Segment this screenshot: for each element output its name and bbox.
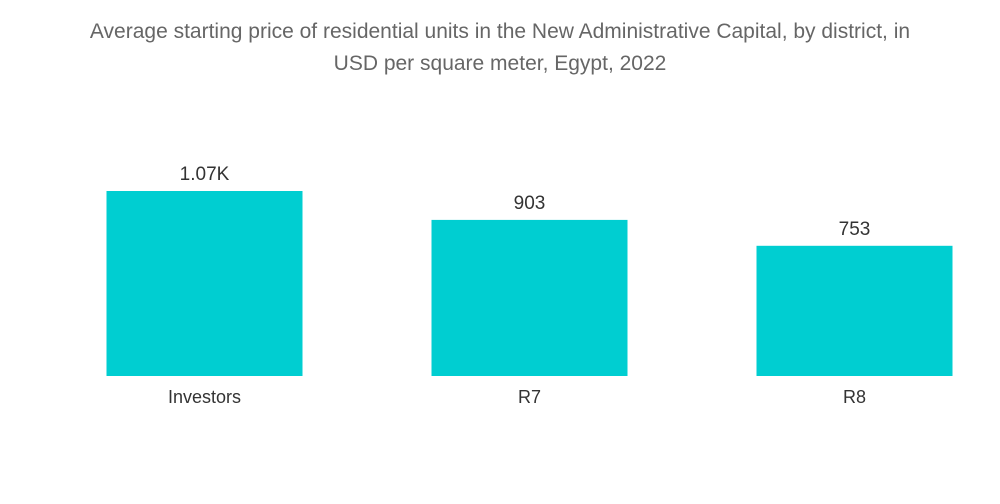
chart-title-line-1: Average starting price of residential un… xyxy=(89,20,911,43)
bar-r7 xyxy=(431,219,628,376)
chart-title: Average starting price of residential un… xyxy=(0,16,1000,80)
bar-investors xyxy=(106,191,303,376)
data-label-r8: 753 xyxy=(839,219,871,240)
chart-title-line-2: USD per square meter, Egypt, 2022 xyxy=(333,52,667,75)
data-label-investors: 1.07K xyxy=(180,164,230,185)
x-tick-label-r8: R8 xyxy=(843,387,866,407)
x-tick-label-investors: Investors xyxy=(168,387,241,407)
x-tick-label-r7: R7 xyxy=(518,387,541,407)
bar-r8 xyxy=(756,245,953,376)
data-label-r7: 903 xyxy=(514,193,546,214)
